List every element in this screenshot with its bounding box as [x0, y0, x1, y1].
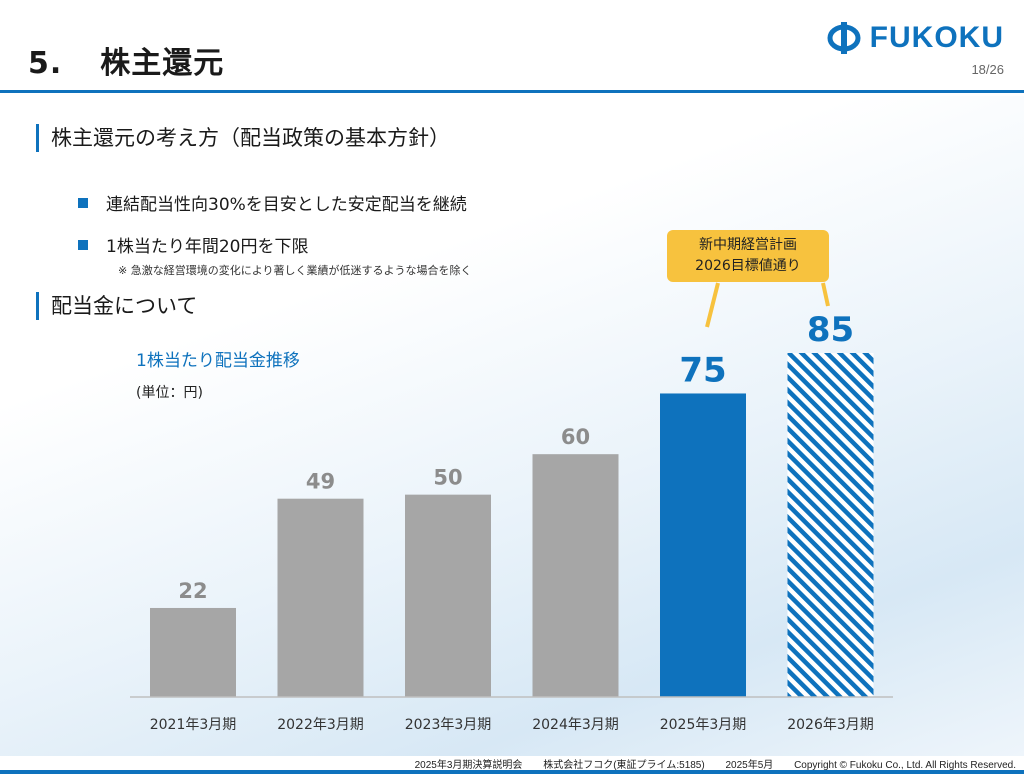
callout-line: 新中期経営計画: [699, 237, 797, 253]
bullet-text: 連結配当性向30%を目安とした安定配当を継続: [106, 195, 467, 215]
data-label: 49: [306, 470, 335, 494]
bullet-text: 1株当たり年間20円を下限: [106, 237, 309, 257]
square-bullet-icon: [78, 239, 88, 250]
section-number: 5.: [28, 46, 63, 81]
section-title: 株主還元: [100, 46, 225, 81]
dividend-heading: 配当金について: [36, 292, 197, 320]
chart-title: 1株当たり配当金推移: [136, 351, 300, 371]
chart-unit: (単位：円): [136, 385, 203, 401]
bar-2021年3月期: [150, 607, 236, 697]
page-number: 18/26: [971, 62, 1004, 77]
footer-copyright: Copyright © Fukoku Co., Ltd. All Rights …: [794, 760, 1016, 771]
callout-leader-line: [705, 282, 720, 328]
data-label: 60: [561, 425, 590, 449]
square-bullet-icon: [78, 197, 88, 208]
x-tick-label: 2023年3月期: [405, 717, 492, 733]
company-logo: FUKOKU: [826, 20, 1004, 56]
x-tick-label: 2025年3月期: [660, 717, 747, 733]
callout-line: 2026目標値通り: [695, 258, 801, 274]
bar-2023年3月期: [405, 494, 491, 697]
list-item: 連結配当性向30%を目安とした安定配当を継続: [78, 190, 467, 215]
phi-logo-icon: [827, 22, 861, 54]
policy-heading: 株主還元の考え方（配当政策の基本方針）: [36, 124, 450, 152]
footer-event: 2025年3月期決算説明会: [414, 760, 523, 771]
list-item: 1株当たり年間20円を下限: [78, 232, 308, 257]
footer-date: 2025年5月: [725, 760, 774, 771]
page-title: 5. 株主還元: [28, 38, 224, 82]
data-label: 75: [679, 350, 726, 390]
policy-note: ※ 急激な経営環境の変化により著しく業績が低迷するような場合を除く: [118, 264, 472, 277]
footer: 2025年3月期決算説明会 株式会社フコク(東証プライム:5185) 2025年…: [0, 756, 1024, 774]
target-callout: 新中期経営計画 2026目標値通り: [667, 230, 829, 282]
logo-text: FUKOKU: [869, 21, 1004, 54]
data-label: 22: [178, 579, 207, 603]
data-label: 50: [433, 466, 462, 490]
x-tick-label: 2021年3月期: [150, 717, 237, 733]
bar-2026年3月期: [787, 353, 874, 697]
callout-leader-line: [821, 282, 830, 307]
bar-2022年3月期: [277, 498, 364, 697]
bar-2024年3月期: [532, 454, 619, 697]
x-tick-label: 2026年3月期: [787, 717, 874, 733]
bar-2025年3月期: [660, 393, 746, 697]
x-tick-label: 2022年3月期: [277, 717, 364, 733]
data-label: 85: [807, 310, 854, 350]
footer-company: 株式会社フコク(東証プライム:5185): [543, 760, 705, 771]
x-tick-label: 2024年3月期: [532, 717, 619, 733]
header-divider: [0, 90, 1024, 93]
